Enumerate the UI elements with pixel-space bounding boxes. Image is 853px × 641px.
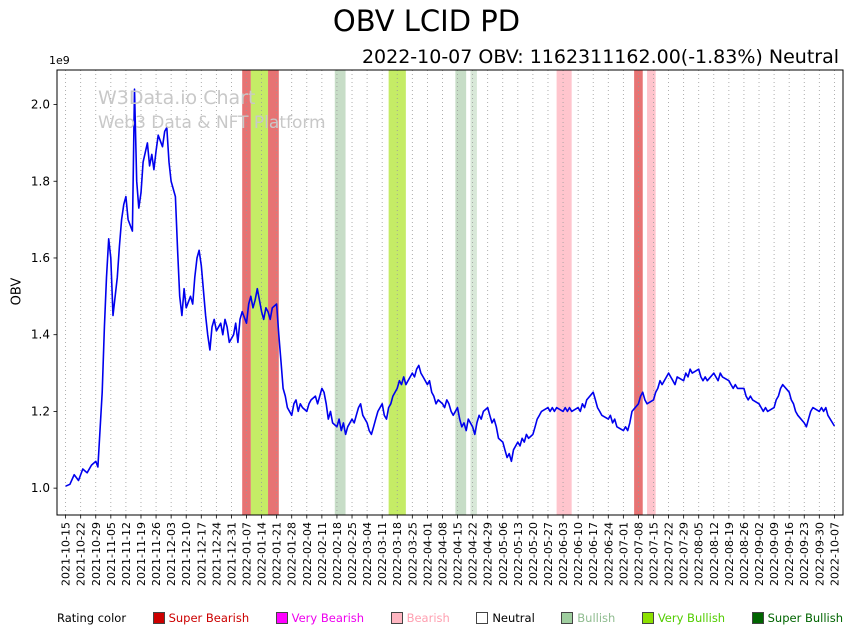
rating-band-bearish <box>556 70 572 515</box>
x-tick-label: 2022-07-22 <box>663 522 676 586</box>
legend-swatch-super-bullish <box>751 612 764 624</box>
legend-item-super-bearish: Super Bearish <box>152 611 250 625</box>
legend-label: Neutral <box>492 611 535 625</box>
x-tick-label: 2021-10-29 <box>90 522 103 586</box>
x-tick-label: 2022-08-26 <box>738 522 751 586</box>
x-tick-label: 2022-10-07 <box>828 522 841 586</box>
x-tick-label: 2022-04-29 <box>482 522 495 586</box>
x-tick-label: 2022-07-01 <box>617 522 630 586</box>
x-tick-label: 2021-10-22 <box>75 522 88 586</box>
x-tick-label: 2022-06-17 <box>587 522 600 586</box>
x-tick-label: 2022-06-24 <box>602 522 615 586</box>
y-tick-label: 1.0 <box>31 481 50 495</box>
y-axis-offset-label: 1e9 <box>49 54 70 67</box>
x-tick-label: 2021-12-17 <box>195 522 208 586</box>
legend-item-very-bearish: Very Bearish <box>275 611 365 625</box>
rating-band-super_bearish <box>242 70 251 515</box>
rating-band-bullish <box>455 70 467 515</box>
x-tick-label: 2021-12-24 <box>210 522 223 586</box>
x-tick-label: 2022-07-15 <box>647 522 660 586</box>
x-tick-label: 2022-05-06 <box>497 522 510 586</box>
x-tick-label: 2022-08-05 <box>693 522 706 586</box>
chart-subtitle: 2022-10-07 OBV: 1162311162.00(-1.83%) Ne… <box>361 46 839 68</box>
legend-swatch-bearish <box>390 612 403 624</box>
chart-title: OBV LCID PD <box>332 4 521 38</box>
x-tick-label: 2021-12-03 <box>165 522 178 586</box>
x-tick-label: 2022-05-13 <box>512 522 525 586</box>
legend-swatch-super-bearish <box>152 612 165 624</box>
x-tick-label: 2022-02-25 <box>346 522 359 586</box>
x-tick-label: 2021-11-26 <box>150 522 163 586</box>
legend-item-bearish: Bearish <box>390 611 450 625</box>
x-tick-label: 2022-06-10 <box>572 522 585 586</box>
x-tick-label: 2022-01-07 <box>241 522 254 586</box>
x-tick-label: 2022-04-22 <box>467 522 480 586</box>
x-tick-label: 2022-01-21 <box>271 522 284 586</box>
legend-title: Rating color <box>57 611 127 625</box>
rating-band-very_bullish <box>250 70 269 515</box>
legend-item-neutral: Neutral <box>476 611 535 625</box>
x-tick-label: 2022-02-11 <box>316 522 329 586</box>
x-tick-label: 2022-02-04 <box>301 522 314 586</box>
x-tick-label: 2022-07-08 <box>632 522 645 586</box>
x-tick-label: 2022-08-19 <box>723 522 736 586</box>
x-tick-label: 2021-11-19 <box>135 522 148 586</box>
legend-label: Super Bullish <box>767 611 843 625</box>
axes-box <box>56 69 844 516</box>
x-tick-label: 2022-06-03 <box>557 522 570 586</box>
legend-swatch-very-bullish <box>641 612 654 624</box>
x-tick-label: 2022-01-14 <box>256 522 269 586</box>
legend-swatch-bullish <box>561 612 574 624</box>
x-tick-label: 2022-03-04 <box>361 522 374 586</box>
legend-label: Very Bullish <box>657 611 726 625</box>
x-tick-label: 2022-09-23 <box>798 522 811 586</box>
legend-item-super-bullish: Super Bullish <box>751 611 843 625</box>
legend-label: Super Bearish <box>168 611 250 625</box>
y-tick-label: 1.4 <box>31 328 50 342</box>
legend-swatch-very-bearish <box>275 612 288 624</box>
x-tick-label: 2022-01-28 <box>286 522 299 586</box>
legend-item-very-bullish: Very Bullish <box>641 611 726 625</box>
x-tick-label: 2021-11-12 <box>120 522 133 586</box>
rating-band-bearish <box>647 70 656 515</box>
rating-band-very_bullish <box>388 70 406 515</box>
rating-band-super_bearish <box>634 70 643 515</box>
x-tick-label: 2022-03-25 <box>406 522 419 586</box>
x-tick-label: 2022-04-01 <box>421 522 434 586</box>
x-tick-label: 2022-04-08 <box>436 522 449 586</box>
rating-band-bullish <box>470 70 477 515</box>
x-tick-label: 2021-10-15 <box>60 522 73 586</box>
legend-item-bullish: Bullish <box>561 611 615 625</box>
x-tick-label: 2022-09-09 <box>768 522 781 586</box>
x-tick-label: 2021-11-05 <box>105 522 118 586</box>
x-tick-label: 2022-03-11 <box>376 522 389 586</box>
legend-label: Very Bearish <box>291 611 365 625</box>
y-tick-label: 1.8 <box>31 174 50 188</box>
x-tick-label: 2022-04-15 <box>452 522 465 586</box>
x-tick-label: 2021-12-31 <box>225 522 238 586</box>
x-tick-label: 2022-09-30 <box>813 522 826 586</box>
x-tick-label: 2022-07-29 <box>678 522 691 586</box>
x-tick-label: 2022-05-20 <box>527 522 540 586</box>
x-tick-label: 2022-09-16 <box>783 522 796 586</box>
x-tick-label: 2022-02-18 <box>331 522 344 586</box>
x-tick-label: 2022-05-27 <box>542 522 555 586</box>
y-tick-label: 1.2 <box>31 404 50 418</box>
x-tick-label: 2022-03-18 <box>391 522 404 586</box>
y-tick-label: 2.0 <box>31 98 50 112</box>
x-tick-label: 2022-08-12 <box>708 522 721 586</box>
legend-label: Bearish <box>406 611 450 625</box>
legend-swatch-neutral <box>476 612 489 624</box>
obv-line <box>65 88 836 487</box>
rating-band-bullish <box>334 70 346 515</box>
x-tick-label: 2021-12-10 <box>180 522 193 586</box>
legend-label: Bullish <box>577 611 616 625</box>
rating-legend: Rating color Super Bearish Very Bearish Be… <box>57 611 843 625</box>
y-tick-label: 1.6 <box>31 251 50 265</box>
rating-band-super_bearish <box>268 70 279 515</box>
x-tick-label: 2022-09-02 <box>753 522 766 586</box>
